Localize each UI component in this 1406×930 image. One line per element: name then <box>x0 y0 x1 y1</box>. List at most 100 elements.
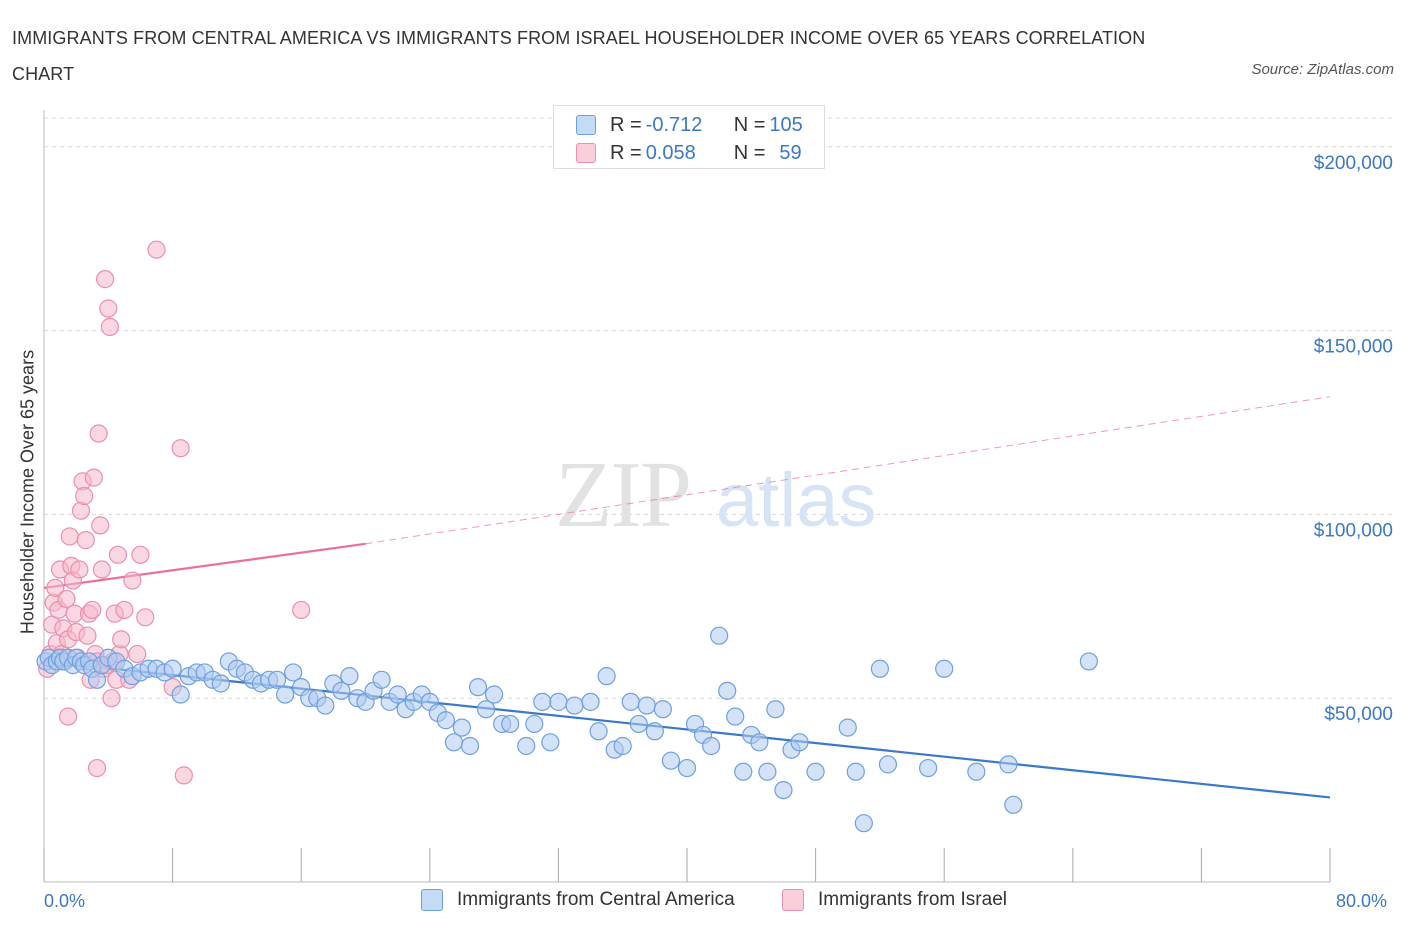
point-central-america <box>645 722 664 741</box>
point-central-america <box>340 667 359 686</box>
series-legend-central-america: Immigrants from Central America <box>421 889 735 911</box>
point-central-america <box>171 685 190 704</box>
chart-title: IMMIGRANTS FROM CENTRAL AMERICA VS IMMIG… <box>12 28 1146 84</box>
point-central-america <box>750 733 769 752</box>
axes <box>43 110 1331 883</box>
legend-r-value: -0.712 <box>645 113 703 136</box>
watermark-zip: ZIP <box>555 443 690 547</box>
point-israel <box>99 299 118 318</box>
point-central-america <box>613 736 632 756</box>
point-central-america <box>621 692 640 711</box>
point-central-america <box>211 674 230 693</box>
point-central-america <box>999 755 1018 774</box>
point-central-america <box>774 780 793 800</box>
point-central-america <box>677 758 697 778</box>
watermark-atlas: atlas <box>716 458 877 543</box>
point-israel <box>123 571 142 590</box>
point-central-america <box>541 733 560 752</box>
point-central-america <box>935 659 954 678</box>
series-legend-label: Immigrants from Central America <box>457 889 735 910</box>
series-legend: Immigrants from Central America Immigran… <box>0 889 1406 917</box>
point-central-america <box>476 700 496 719</box>
point-israel <box>59 707 78 726</box>
point-central-america <box>163 659 182 678</box>
point-israel <box>71 501 91 520</box>
point-central-america <box>267 670 287 689</box>
point-central-america <box>629 714 648 734</box>
point-central-america <box>878 755 898 774</box>
series-swatch-pink <box>782 889 804 911</box>
point-israel <box>102 689 121 708</box>
point-central-america <box>758 762 777 781</box>
point-central-america <box>726 707 745 726</box>
point-israel <box>78 626 97 645</box>
source-note: Source: ZipAtlas.com <box>1251 61 1394 78</box>
point-central-america <box>276 685 295 704</box>
point-central-america <box>838 718 857 737</box>
point-central-america <box>316 696 335 715</box>
point-israel <box>91 516 110 535</box>
point-central-america <box>549 692 568 711</box>
series-legend-label: Immigrants from Israel <box>818 889 1007 910</box>
point-central-america <box>790 733 809 752</box>
point-central-america <box>710 626 729 645</box>
point-central-america <box>372 670 391 689</box>
y-tick-label: $200,000 <box>1314 153 1393 174</box>
point-central-america <box>597 667 616 686</box>
point-israel <box>292 600 311 620</box>
point-central-america <box>436 711 455 730</box>
point-israel <box>115 600 134 620</box>
point-israel <box>75 486 94 506</box>
point-central-america <box>589 722 608 741</box>
watermark: ZIP atlas <box>555 443 877 547</box>
x-tick-min: 0.0% <box>44 891 86 911</box>
legend-r-value: 0.058 <box>645 141 696 164</box>
point-central-america <box>846 762 865 781</box>
point-central-america <box>653 700 672 719</box>
trend-extension-israel <box>365 396 1331 545</box>
point-israel <box>95 270 115 289</box>
legend-r-label: R = <box>610 141 642 164</box>
point-central-america <box>517 736 536 756</box>
point-israel <box>87 758 107 778</box>
trend-line-israel <box>43 542 366 589</box>
series-legend-israel: Immigrants from Israel <box>782 889 1007 911</box>
point-central-america <box>332 681 351 700</box>
y-tick-label: $150,000 <box>1314 337 1393 358</box>
point-israel <box>100 317 120 336</box>
point-central-america <box>854 814 873 833</box>
point-central-america <box>388 685 407 704</box>
point-central-america <box>468 678 488 697</box>
x-tick-max: 80.0% <box>1336 891 1388 911</box>
legend-n-value: 105 <box>769 113 803 136</box>
data-points <box>36 240 1098 833</box>
point-central-america <box>1004 795 1023 814</box>
point-israel <box>46 578 65 598</box>
point-central-america <box>806 762 825 781</box>
legend-n-label: N = <box>733 141 766 164</box>
point-central-america <box>460 736 480 756</box>
legend-row-israel: R = 0.058 N = 59 <box>576 141 802 165</box>
point-central-america <box>702 736 721 756</box>
y-tick-label: $50,000 <box>1324 704 1393 725</box>
point-central-america <box>870 659 890 678</box>
point-israel <box>57 589 76 609</box>
point-israel <box>136 608 155 627</box>
grid-lines <box>44 117 1394 699</box>
point-israel <box>83 600 102 620</box>
point-israel <box>131 545 150 564</box>
point-israel <box>128 644 147 664</box>
point-central-america <box>734 762 753 781</box>
point-central-america <box>501 714 520 734</box>
point-central-america <box>718 681 737 700</box>
legend-swatch-pink <box>576 143 596 163</box>
point-israel <box>174 766 193 785</box>
legend-r-label: R = <box>610 113 642 136</box>
point-israel <box>92 560 111 579</box>
point-central-america <box>661 751 681 770</box>
series-swatch-blue <box>421 889 443 911</box>
point-central-america <box>581 692 600 711</box>
point-israel <box>76 531 95 550</box>
point-central-america <box>919 758 938 778</box>
